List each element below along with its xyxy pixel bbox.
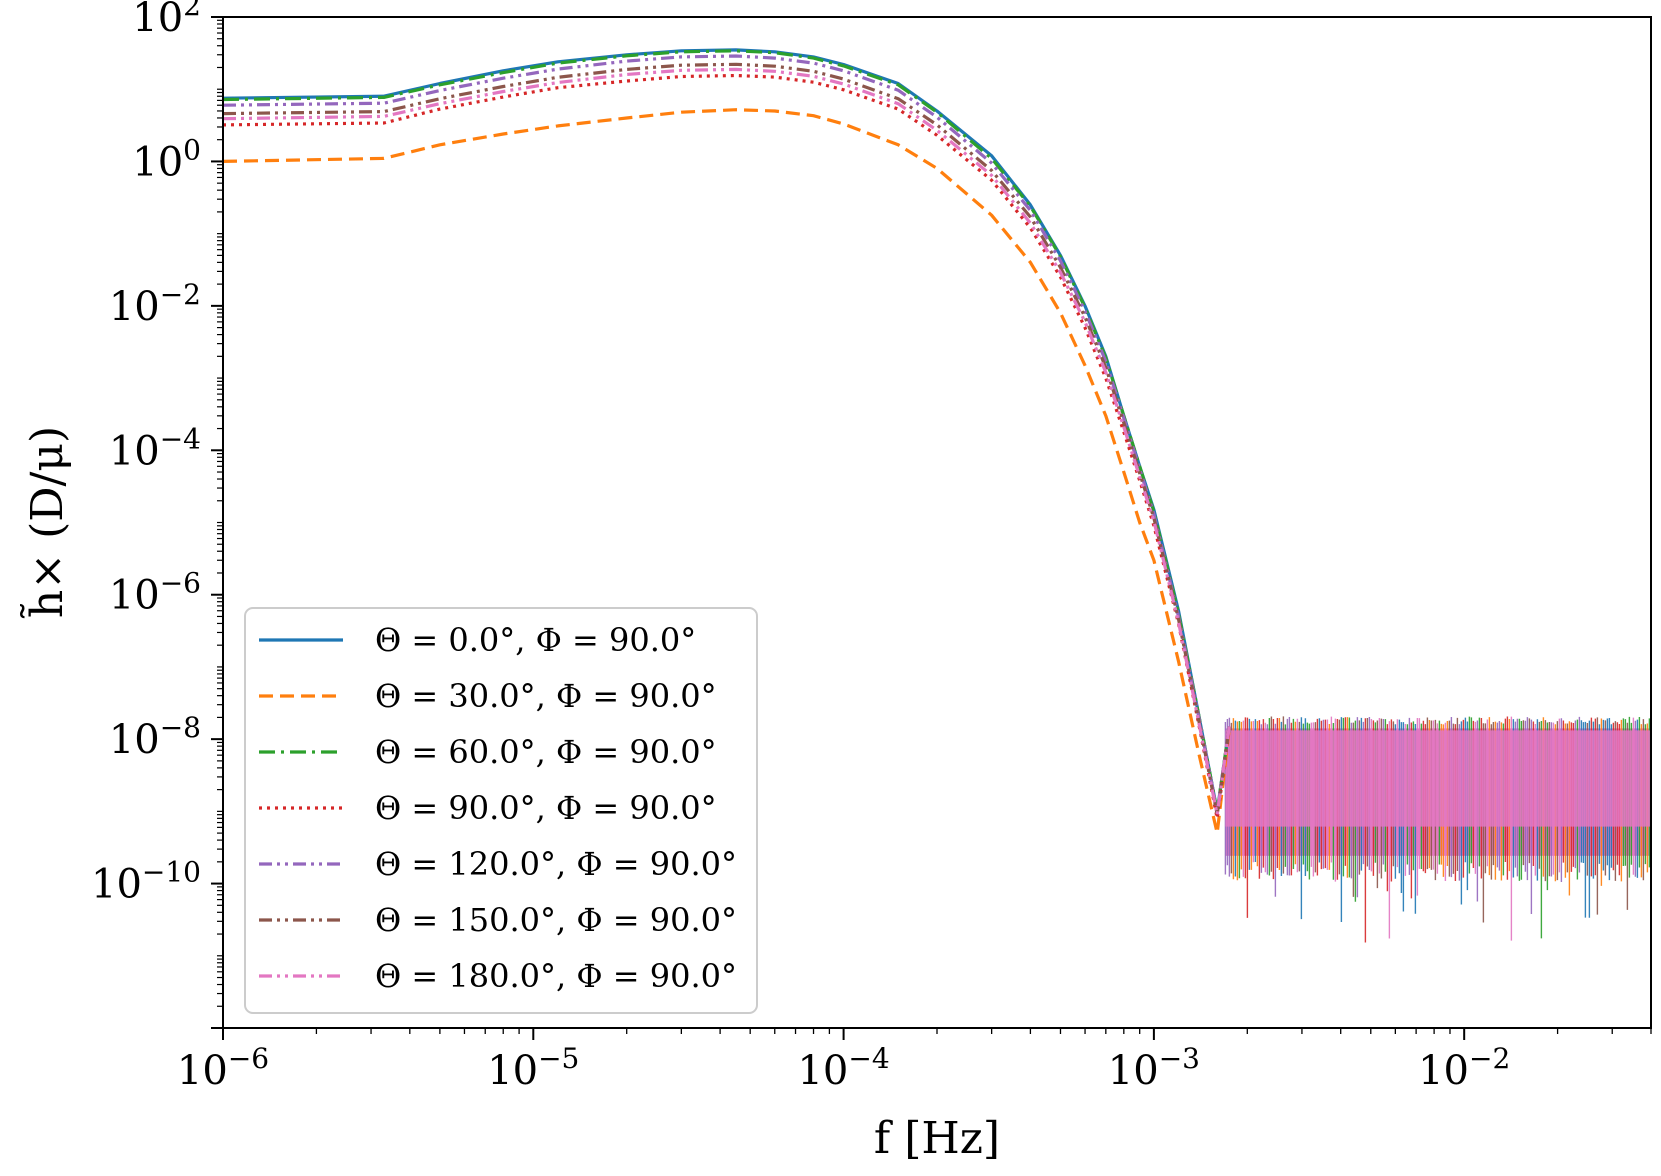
y-tick-label: 10−2 xyxy=(109,278,201,330)
legend-label: Θ = 60.0°, Φ = 90.0° xyxy=(375,733,717,771)
legend-label: Θ = 0.0°, Φ = 90.0° xyxy=(375,621,696,659)
series-line xyxy=(223,54,1231,813)
series-line xyxy=(223,108,1231,835)
legend-label: Θ = 90.0°, Φ = 90.0° xyxy=(375,789,717,827)
y-tick-label: 102 xyxy=(132,0,201,41)
x-axis-title: f [Hz] xyxy=(874,1113,1000,1164)
series-lines xyxy=(223,48,1231,835)
y-axis-title: h̃× (D/μ) xyxy=(18,426,73,619)
legend-box xyxy=(244,607,758,1014)
x-tick-label: 10−2 xyxy=(1418,1042,1510,1094)
legend-label: Θ = 30.0°, Φ = 90.0° xyxy=(375,677,717,715)
noise-floor xyxy=(1224,716,1651,943)
y-tick-label: 100 xyxy=(132,133,201,185)
y-tick-label: 10−6 xyxy=(109,567,201,619)
x-tick-label: 10−6 xyxy=(177,1042,269,1094)
legend: Θ = 0.0°, Φ = 90.0° Θ = 30.0°, Φ = 90.0° Θ… xyxy=(244,607,758,1014)
x-tick-label: 10−3 xyxy=(1108,1042,1200,1094)
x-tick-label: 10−5 xyxy=(487,1042,579,1094)
y-tick-label: 10−4 xyxy=(109,422,201,474)
x-axis: 10−6 10−5 10−4 10−3 10−2 xyxy=(177,1028,1652,1094)
noise-band-overlay xyxy=(1225,730,1651,827)
x-tick-label: 10−4 xyxy=(797,1042,889,1094)
legend-label: Θ = 150.0°, Φ = 90.0° xyxy=(375,901,737,939)
legend-label: Θ = 120.0°, Φ = 90.0° xyxy=(375,845,737,883)
y-tick-label: 10−8 xyxy=(109,711,201,763)
y-axis: 102 100 10−2 10−4 10−6 10−8 10−10 xyxy=(91,0,223,1029)
y-tick-label: 10−10 xyxy=(91,856,201,908)
legend-label: Θ = 180.0°, Φ = 90.0° xyxy=(375,957,737,995)
